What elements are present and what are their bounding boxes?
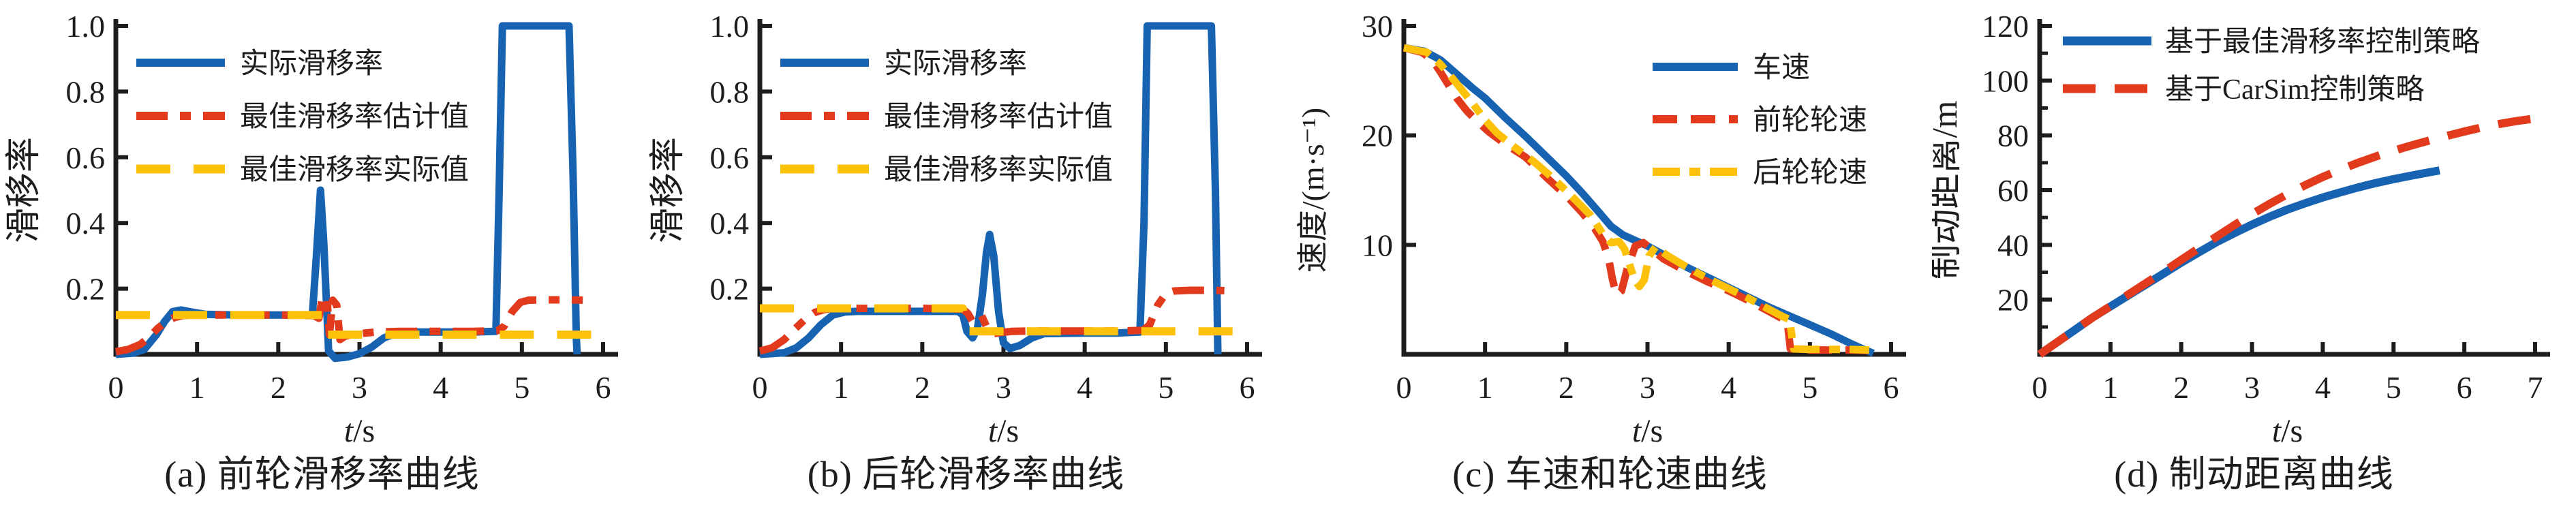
x-tick-label: 4 — [1077, 370, 1092, 405]
x-tick-label: 6 — [1240, 370, 1255, 405]
y-tick-label: 20 — [1997, 283, 2029, 318]
y-axis-label: 制动距离/m — [1932, 101, 1965, 280]
x-tick-label: 0 — [108, 370, 124, 405]
chart-d-braking-distance: 0 1 2 3 4 5 6 7 20 40 60 80 100 120 t/s 制动距离/m 基于最佳滑移率控制… — [1932, 9, 2550, 449]
series-line-dashed — [760, 304, 1241, 336]
x-axis-label: t/s — [2272, 413, 2303, 449]
panel-b-rear-slip: 0 1 2 3 4 5 6 0.2 0.4 0.6 0.8 1.0 t/s 滑移率 实际滑移率最佳滑移率估计… — [644, 0, 1288, 507]
y-tick-label: 0.2 — [66, 272, 106, 307]
x-tick-label: 3 — [1640, 370, 1655, 405]
legend-label: 车速 — [1753, 52, 1810, 84]
y-tick-label: 0.8 — [710, 74, 750, 109]
y-axis-label: 滑移率 — [649, 137, 688, 243]
x-axis-label: t/s — [344, 413, 375, 449]
x-tick-label: 4 — [433, 370, 448, 405]
x-tick-label: 5 — [1802, 370, 1818, 405]
x-tick-label: 1 — [833, 370, 849, 405]
series-line-dashed — [116, 311, 599, 339]
y-tick-label: 0.6 — [710, 140, 750, 175]
x-tick-label: 2 — [915, 370, 930, 405]
series-line-solid — [1403, 44, 1875, 357]
x-tick-label: 2 — [271, 370, 286, 405]
panel-c-speeds: 0 1 2 3 4 5 6 10 20 30 t/s 速度/(m·s⁻¹) 车速前轮轮速后轮轮速 (c)… — [1288, 0, 1932, 507]
x-tick-label: 6 — [2457, 370, 2472, 405]
y-tick-label: 60 — [1997, 173, 2029, 208]
x-tick-label: 1 — [189, 370, 205, 405]
x-tick-label: 5 — [2386, 370, 2402, 405]
series-line-solid — [115, 22, 581, 363]
series-line-solid — [2037, 166, 2440, 358]
y-tick-label: 0.6 — [66, 140, 106, 175]
x-axis-label: t/s — [1632, 413, 1663, 449]
legend-label: 最佳滑移率估计值 — [884, 101, 1113, 133]
y-tick-label: 80 — [1997, 119, 2029, 153]
chart-a-front-wheel-slip: 0 1 2 3 4 5 6 0.2 0.4 0.6 0.8 1.0 t/s 滑移率 实际滑移率最佳滑移率估计… — [5, 9, 618, 449]
x-tick-label: 7 — [2528, 370, 2543, 405]
y-axis-label: 速度/(m·s⁻¹) — [1295, 108, 1330, 273]
legend-label: 基于CarSim控制策略 — [2165, 74, 2424, 106]
y-tick-label: 0.4 — [710, 206, 750, 241]
legend-label: 基于最佳滑移率控制策略 — [2165, 26, 2480, 58]
series-line-dashed — [2037, 114, 2532, 358]
x-tick-label: 0 — [1396, 370, 1412, 405]
y-tick-label: 40 — [1997, 228, 2029, 262]
x-tick-label: 3 — [2244, 370, 2260, 405]
x-tick-label: 0 — [752, 370, 768, 405]
y-tick-label: 0.4 — [66, 206, 106, 241]
y-axis-label: 滑移率 — [5, 137, 44, 243]
legend-label: 前轮轮速 — [1753, 105, 1867, 136]
legend-label: 最佳滑移率估计值 — [240, 101, 469, 133]
panel-c-caption: (c) 车速和轮速曲线 — [1452, 454, 1768, 495]
y-tick-label: 0.2 — [710, 272, 750, 307]
x-tick-label: 1 — [1477, 370, 1493, 405]
chart-b-rear-wheel-slip: 0 1 2 3 4 5 6 0.2 0.4 0.6 0.8 1.0 t/s 滑移率 实际滑移率最佳滑移率估计… — [649, 9, 1262, 449]
y-tick-label: 120 — [1982, 9, 2029, 44]
x-tick-label: 6 — [1884, 370, 1899, 405]
series-line-dashdot — [115, 293, 583, 356]
y-tick-label: 1.0 — [710, 9, 750, 44]
series-line-dashdot — [758, 286, 1225, 355]
x-tick-label: 2 — [1559, 370, 1574, 405]
panel-d-braking-distance: 0 1 2 3 4 5 6 7 20 40 60 80 100 120 t/s 制动距离/m 基于最佳滑移率控制… — [1932, 0, 2576, 507]
x-tick-label: 2 — [2173, 370, 2189, 405]
panel-a-front-slip: 0 1 2 3 4 5 6 0.2 0.4 0.6 0.8 1.0 t/s 滑移率 实际滑移率最佳滑移率估计… — [0, 0, 644, 507]
panel-b-caption: (b) 后轮滑移率曲线 — [807, 454, 1125, 495]
y-tick-label: 1.0 — [66, 9, 106, 44]
x-tick-label: 1 — [2102, 370, 2118, 405]
x-tick-label: 5 — [514, 370, 530, 405]
x-tick-label: 3 — [352, 370, 367, 405]
y-tick-label: 100 — [1982, 63, 2029, 98]
x-axis-label: t/s — [988, 413, 1019, 449]
legend-label: 实际滑移率 — [240, 48, 383, 80]
series-line-dashdot — [1402, 44, 1869, 354]
y-tick-label: 20 — [1362, 119, 1393, 153]
legend-label: 最佳滑移率实际值 — [240, 154, 469, 186]
y-tick-label: 10 — [1362, 228, 1393, 262]
x-tick-label: 3 — [996, 370, 1011, 405]
x-tick-label: 4 — [2315, 370, 2331, 405]
y-tick-label: 0.8 — [66, 74, 106, 109]
legend-label: 最佳滑移率实际值 — [884, 154, 1113, 186]
x-tick-label: 0 — [2032, 370, 2048, 405]
panel-a-caption: (a) 前轮滑移率曲线 — [164, 454, 480, 495]
x-tick-label: 5 — [1158, 370, 1174, 405]
y-tick-label: 30 — [1362, 9, 1393, 44]
series-line-solid — [759, 22, 1222, 358]
x-tick-label: 4 — [1721, 370, 1736, 405]
x-tick-label: 6 — [596, 370, 611, 405]
legend-label: 后轮轮速 — [1753, 157, 1867, 189]
panel-d-caption: (d) 制动距离曲线 — [2114, 454, 2394, 495]
legend-label: 实际滑移率 — [884, 48, 1027, 80]
